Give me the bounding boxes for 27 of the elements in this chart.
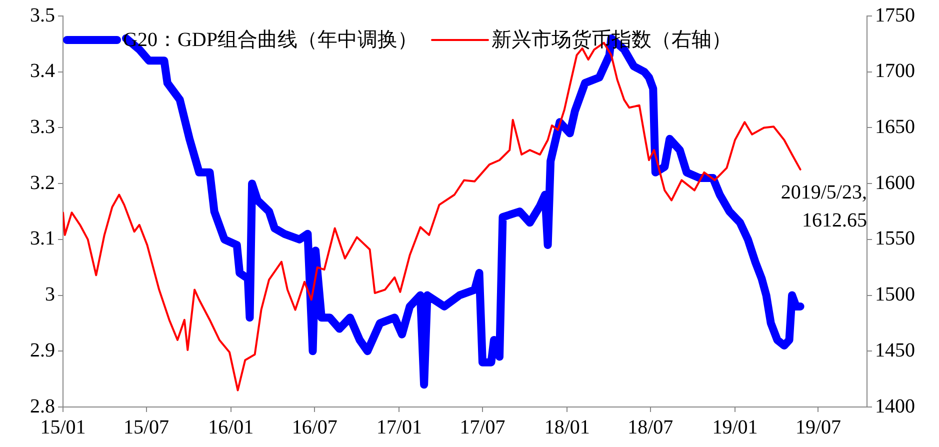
y2-tick-label: 1650 <box>875 116 915 138</box>
y-tick-label: 3.1 <box>30 228 55 250</box>
x-tick-label: 17/01 <box>376 416 422 438</box>
x-tick-label: 16/01 <box>208 416 254 438</box>
x-tick-label: 19/01 <box>712 416 758 438</box>
x-tick-label: 18/07 <box>628 416 674 438</box>
y2-tick-label: 1450 <box>875 339 915 362</box>
x-tick-label: 15/01 <box>40 416 86 438</box>
y2-tick-label: 1600 <box>875 172 915 194</box>
annotation: 2019/5/23, 1612.65 <box>780 181 867 232</box>
y2-tick-label: 1550 <box>875 228 915 250</box>
y2-tick-label: 1400 <box>875 395 915 418</box>
x-tick-label: 17/07 <box>460 416 506 438</box>
y-tick-label: 3 <box>45 284 55 306</box>
y-tick-label: 3.2 <box>30 172 55 194</box>
x-tick-label: 16/07 <box>292 416 338 438</box>
y-tick-label: 3.5 <box>30 4 55 26</box>
y-tick-label: 2.9 <box>30 339 55 362</box>
y2-tick-label: 1750 <box>875 4 915 26</box>
x-tick-label: 15/07 <box>123 416 170 438</box>
x-tick-label: 18/01 <box>544 416 590 438</box>
y2-tick-label: 1500 <box>875 284 915 306</box>
y-tick-label: 3.3 <box>30 116 55 138</box>
y-tick-label: 3.4 <box>30 60 55 82</box>
y-tick-label: 2.8 <box>30 395 55 418</box>
x-tick-label: 19/07 <box>795 416 842 438</box>
y2-tick-label: 1700 <box>875 60 915 82</box>
